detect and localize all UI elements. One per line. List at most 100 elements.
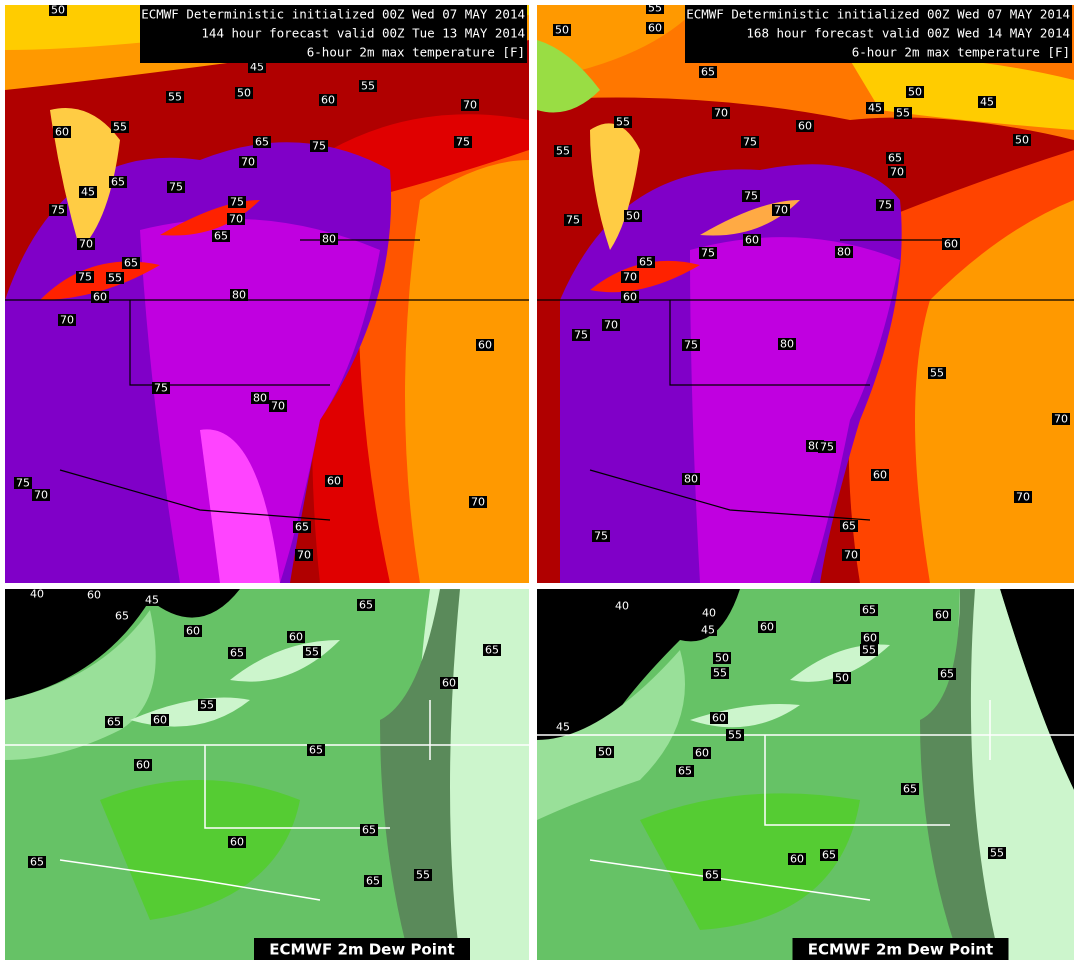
label-box xyxy=(269,400,287,412)
label-box xyxy=(840,520,858,532)
contour-label: 55 xyxy=(728,729,742,742)
label-box xyxy=(310,140,328,152)
contour-label: 80 xyxy=(837,246,851,259)
contour-label: 70 xyxy=(774,204,788,217)
contour-label: 55 xyxy=(108,272,122,285)
temperature-panel xyxy=(5,5,529,583)
label-box xyxy=(235,87,253,99)
contour-label: 65 xyxy=(30,856,44,869)
contour-label: 65 xyxy=(940,668,954,681)
label-box xyxy=(646,5,664,14)
contour-label: 50 xyxy=(555,24,569,37)
contour-label: 75 xyxy=(456,136,470,149)
contour-label: 60 xyxy=(873,469,887,482)
contour-label: 65 xyxy=(214,230,228,243)
label-box xyxy=(28,856,46,868)
label-box xyxy=(554,145,572,157)
label-box xyxy=(876,199,894,211)
label-box xyxy=(91,291,109,303)
label-box xyxy=(105,716,123,728)
label-box xyxy=(596,746,614,758)
label-box xyxy=(85,589,103,601)
contour-label: 65 xyxy=(111,176,125,189)
label-box xyxy=(835,246,853,258)
contour-label: 75 xyxy=(51,204,65,217)
label-box xyxy=(483,644,501,656)
label-box xyxy=(713,652,731,664)
label-box xyxy=(228,647,246,659)
label-box xyxy=(166,91,184,103)
label-box xyxy=(554,721,572,733)
label-box xyxy=(111,121,129,133)
contour-label: 60 xyxy=(186,625,200,638)
contour-label: 70 xyxy=(1016,491,1030,504)
label-box xyxy=(228,196,246,208)
label-box xyxy=(360,824,378,836)
contour-label: 50 xyxy=(835,672,849,685)
label-box xyxy=(184,625,202,637)
label-box xyxy=(778,338,796,350)
label-box xyxy=(287,631,305,643)
label-box xyxy=(592,530,610,542)
label-box xyxy=(239,156,257,168)
contour-label: 60 xyxy=(321,94,335,107)
contour-label: 70 xyxy=(844,549,858,562)
header-box xyxy=(140,5,527,63)
contour-label: 80 xyxy=(322,233,336,246)
label-box xyxy=(621,271,639,283)
contour-label: 60 xyxy=(745,234,759,247)
label-box xyxy=(788,853,806,865)
label-box xyxy=(710,712,728,724)
label-box xyxy=(228,836,246,848)
label-box xyxy=(938,668,956,680)
header-line: 144 hour forecast valid 00Z Tue 13 MAY 2… xyxy=(201,26,525,41)
contour-label: 65 xyxy=(359,599,373,612)
label-box xyxy=(293,521,311,533)
label-box xyxy=(248,61,266,73)
label-box xyxy=(894,107,912,119)
label-box xyxy=(602,319,620,331)
contour-label: 70 xyxy=(60,314,74,327)
contour-label: 50 xyxy=(626,210,640,223)
contour-label: 75 xyxy=(744,190,758,203)
contour-label: 70 xyxy=(79,238,93,251)
contour-label: 50 xyxy=(715,652,729,665)
contour-label: 55 xyxy=(200,699,214,712)
header-line: 168 hour forecast valid 00Z Wed 14 MAY 2… xyxy=(746,26,1070,41)
contour-label: 40 xyxy=(615,600,629,613)
label-box xyxy=(614,116,632,128)
contour-label: 75 xyxy=(878,199,892,212)
label-box xyxy=(682,339,700,351)
contour-label: 75 xyxy=(78,271,92,284)
label-box xyxy=(325,475,343,487)
contour-label: 65 xyxy=(107,716,121,729)
label-box xyxy=(440,677,458,689)
contour-label: 50 xyxy=(51,4,65,17)
label-box xyxy=(693,747,711,759)
label-box xyxy=(106,272,124,284)
label-box xyxy=(726,729,744,741)
label-box xyxy=(1013,134,1031,146)
contour-label: 65 xyxy=(678,765,692,778)
label-box xyxy=(860,644,878,656)
label-box xyxy=(469,496,487,508)
contour-label: 65 xyxy=(366,875,380,888)
contour-label: 60 xyxy=(87,589,101,602)
label-box xyxy=(143,594,161,606)
label-box xyxy=(978,96,996,108)
label-box xyxy=(79,186,97,198)
label-box xyxy=(53,126,71,138)
contour-label: 60 xyxy=(798,120,812,133)
label-box xyxy=(320,233,338,245)
label-box xyxy=(928,367,946,379)
contour-label: 75 xyxy=(154,382,168,395)
label-box xyxy=(109,176,127,188)
label-box xyxy=(711,667,729,679)
label-box xyxy=(888,166,906,178)
label-box xyxy=(703,869,721,881)
contour-label: 70 xyxy=(714,107,728,120)
contour-label: 65 xyxy=(230,647,244,660)
label-box xyxy=(553,24,571,36)
